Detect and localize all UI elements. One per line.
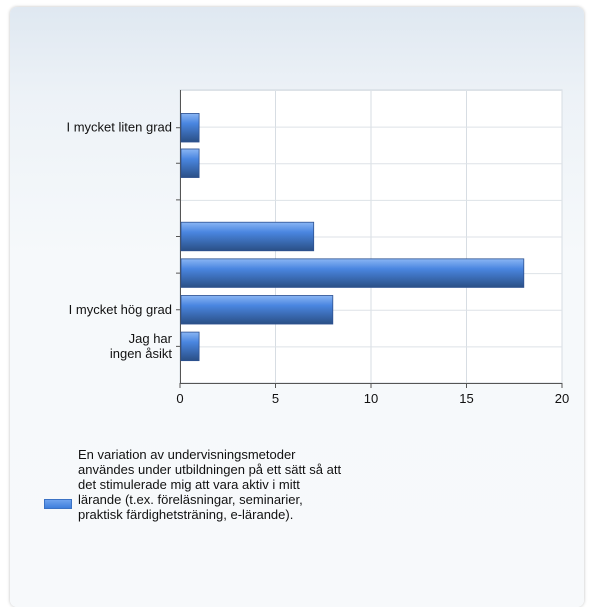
bar — [180, 331, 200, 362]
bar — [180, 258, 525, 288]
bar — [180, 221, 315, 252]
x-tick-label: 15 — [459, 391, 473, 406]
category-label: Jag har ingen åsikt — [110, 331, 173, 361]
x-tick-label: 20 — [555, 391, 569, 406]
category-label: I mycket liten grad — [67, 120, 173, 135]
x-tick-label: 0 — [176, 391, 183, 406]
category-label: I mycket hög grad — [69, 302, 172, 317]
legend-swatch — [44, 499, 72, 509]
legend-label: En variation av undervisningsmetoder anv… — [78, 447, 342, 522]
x-tick-label: 10 — [364, 391, 378, 406]
bar — [180, 148, 200, 178]
bar — [180, 295, 334, 325]
bar-chart: I mycket liten grad I mycket hög grad Jag … — [67, 89, 569, 406]
x-tick-label: 5 — [272, 391, 279, 406]
bar — [180, 113, 200, 143]
